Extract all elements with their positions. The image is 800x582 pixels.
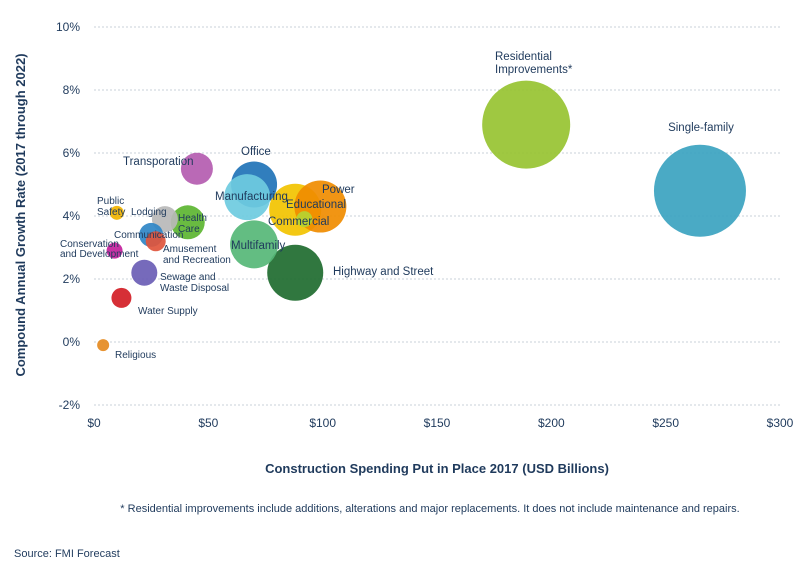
x-axis-title: Construction Spending Put in Place 2017 … — [265, 461, 609, 476]
bubble — [224, 174, 271, 221]
bubble — [170, 205, 205, 240]
x-tick-label: $50 — [198, 416, 218, 430]
y-tick-label: 8% — [63, 83, 81, 97]
y-tick-label: 10% — [56, 20, 80, 34]
y-axis-title: Compound Annual Growth Rate (2017 throug… — [13, 53, 28, 376]
x-tick-label: $300 — [767, 416, 794, 430]
bubble — [180, 152, 213, 185]
bubble — [296, 211, 313, 228]
y-tick-label: 6% — [63, 146, 81, 160]
y-tick-label: 4% — [63, 209, 81, 223]
bubble — [267, 244, 324, 301]
x-tick-label: $150 — [424, 416, 451, 430]
bubble-label: Religious — [115, 350, 156, 361]
y-tick-label: 2% — [63, 272, 81, 286]
bubble — [145, 231, 166, 252]
y-tick-label: 0% — [63, 335, 81, 349]
bubble — [106, 242, 123, 259]
bubble-label: Residential Improvements* — [495, 51, 573, 76]
bubble-label: Communication — [114, 230, 183, 241]
bubble — [109, 205, 124, 220]
bubble — [111, 287, 132, 308]
bubble-label: Multifamily — [231, 240, 286, 252]
bubble-label: Sewage and Waste Disposal — [160, 272, 229, 294]
bubble-label: Manufacturing — [215, 191, 288, 203]
x-tick-label: $0 — [87, 416, 101, 430]
x-tick-label: $200 — [538, 416, 565, 430]
bubble-label: Single-family — [668, 122, 734, 134]
bubble-label: Public Safety — [97, 196, 125, 218]
bubble-label: Water Supply — [138, 306, 198, 317]
y-tick-label: -2% — [59, 398, 81, 412]
bubble-label: Transporation — [123, 156, 194, 168]
bubble — [482, 80, 571, 169]
footnote: * Residential improvements include addit… — [120, 503, 740, 515]
bubble — [653, 144, 746, 237]
bubble-labels: Single-family Residential Improvements* Hig… — [60, 51, 734, 361]
bubble-chart: -2% 0% 2% 4% 6% 8% 10% $0 $50 $100 $150 $200 $250 $3… — [13, 20, 794, 476]
bubble-label: Office — [241, 146, 271, 158]
bubbles — [97, 80, 746, 352]
bubble-label: Power — [322, 184, 355, 196]
bubble-label: Educational — [286, 199, 346, 211]
x-tick-label: $250 — [652, 416, 679, 430]
x-tick-label: $100 — [309, 416, 336, 430]
y-axis-ticks: -2% 0% 2% 4% 6% 8% 10% — [56, 20, 80, 412]
bubble-label: Commercial — [268, 216, 329, 228]
bubble-label: Lodging — [131, 207, 167, 218]
bubble — [230, 220, 279, 269]
source-note: Source: FMI Forecast — [14, 548, 120, 560]
bubble-label: Conservation and Development — [60, 239, 139, 260]
bubble-label: Amusement and Recreation — [163, 244, 231, 266]
bubble-label: Health Care — [178, 213, 207, 235]
bubble-label: Highway and Street — [333, 266, 434, 278]
x-axis-ticks: $0 $50 $100 $150 $200 $250 $300 — [87, 416, 793, 430]
bubble — [97, 339, 110, 352]
bubble — [131, 259, 158, 286]
